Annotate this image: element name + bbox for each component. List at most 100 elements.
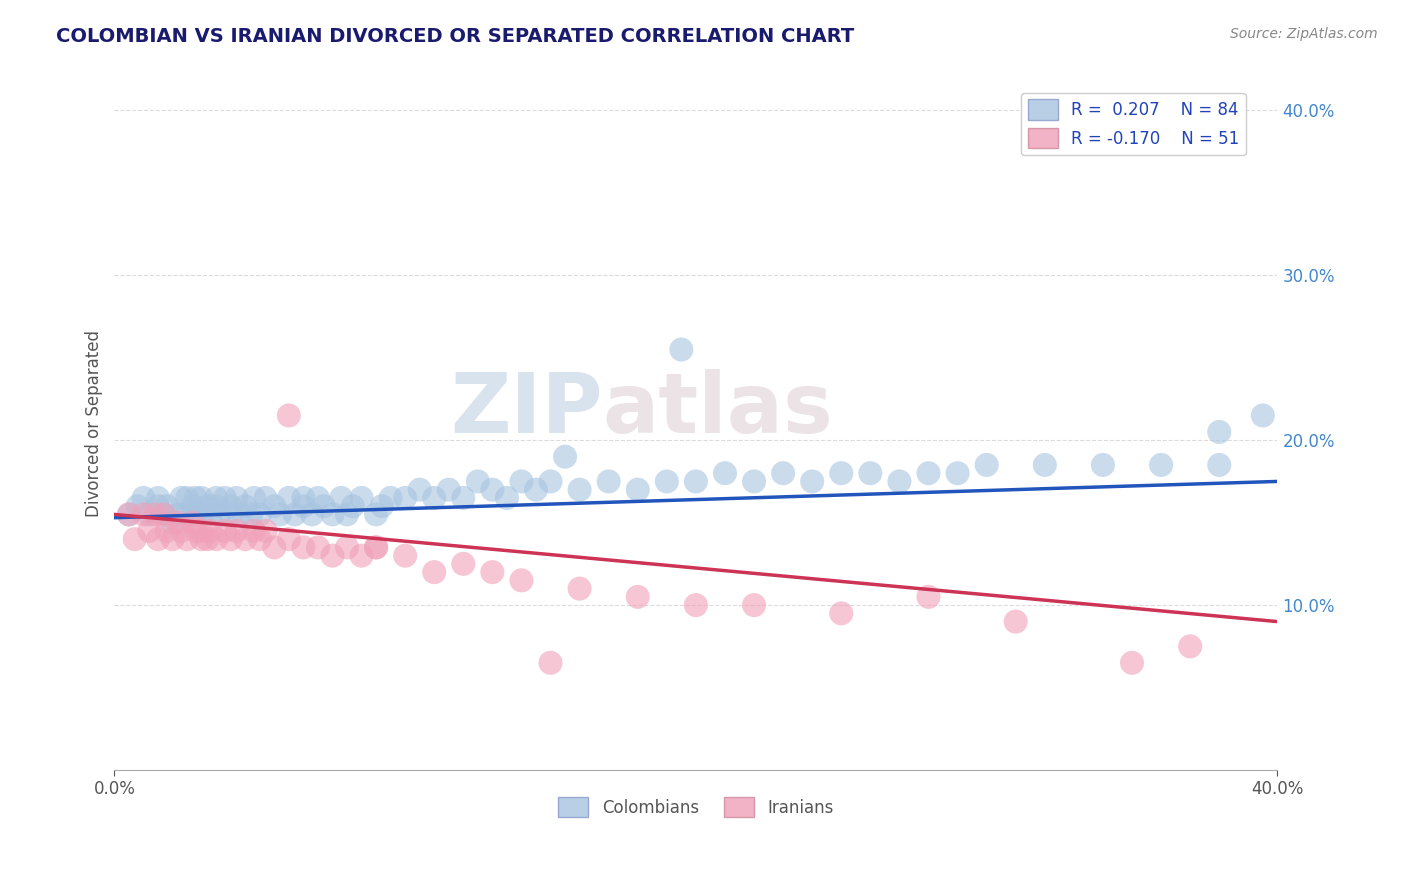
- Point: [243, 491, 266, 505]
- Point: [284, 508, 307, 522]
- Point: [118, 508, 141, 522]
- Point: [330, 491, 353, 505]
- Point: [1251, 409, 1274, 423]
- Point: [138, 524, 160, 538]
- Point: [671, 343, 693, 357]
- Point: [249, 532, 271, 546]
- Point: [772, 466, 794, 480]
- Point: [156, 524, 179, 538]
- Point: [143, 508, 166, 522]
- Point: [181, 499, 204, 513]
- Point: [307, 491, 329, 505]
- Y-axis label: Divorced or Separated: Divorced or Separated: [86, 330, 103, 517]
- Point: [554, 450, 576, 464]
- Point: [830, 607, 852, 621]
- Point: [437, 483, 460, 497]
- Point: [205, 491, 228, 505]
- Point: [467, 475, 489, 489]
- Point: [176, 508, 198, 522]
- Point: [1208, 425, 1230, 439]
- Point: [540, 475, 562, 489]
- Point: [380, 491, 402, 505]
- Point: [181, 516, 204, 530]
- Point: [1121, 656, 1143, 670]
- Text: COLOMBIAN VS IRANIAN DIVORCED OR SEPARATED CORRELATION CHART: COLOMBIAN VS IRANIAN DIVORCED OR SEPARAT…: [56, 27, 855, 45]
- Point: [510, 475, 533, 489]
- Point: [219, 508, 242, 522]
- Point: [1178, 640, 1201, 654]
- Point: [946, 466, 969, 480]
- Point: [917, 590, 939, 604]
- Point: [233, 532, 256, 546]
- Point: [167, 508, 190, 522]
- Point: [170, 524, 193, 538]
- Point: [336, 508, 359, 522]
- Point: [409, 483, 432, 497]
- Point: [208, 508, 231, 522]
- Point: [146, 499, 169, 513]
- Text: ZIP: ZIP: [450, 369, 603, 450]
- Point: [889, 475, 911, 489]
- Point: [214, 524, 236, 538]
- Point: [350, 549, 373, 563]
- Point: [1150, 458, 1173, 472]
- Point: [277, 491, 299, 505]
- Point: [219, 532, 242, 546]
- Point: [364, 541, 387, 555]
- Point: [742, 475, 765, 489]
- Point: [292, 541, 315, 555]
- Point: [496, 491, 519, 505]
- Point: [655, 475, 678, 489]
- Point: [307, 541, 329, 555]
- Point: [568, 582, 591, 596]
- Point: [254, 524, 277, 538]
- Point: [830, 466, 852, 480]
- Point: [162, 516, 184, 530]
- Point: [336, 541, 359, 555]
- Point: [321, 549, 343, 563]
- Point: [859, 466, 882, 480]
- Point: [240, 508, 263, 522]
- Point: [254, 491, 277, 505]
- Text: atlas: atlas: [603, 369, 834, 450]
- Point: [312, 499, 335, 513]
- Point: [132, 491, 155, 505]
- Point: [190, 532, 212, 546]
- Point: [568, 483, 591, 497]
- Point: [127, 499, 149, 513]
- Point: [364, 541, 387, 555]
- Point: [214, 491, 236, 505]
- Point: [263, 541, 285, 555]
- Point: [371, 499, 394, 513]
- Point: [292, 499, 315, 513]
- Point: [184, 508, 207, 522]
- Point: [263, 499, 285, 513]
- Point: [190, 508, 212, 522]
- Point: [153, 508, 176, 522]
- Point: [976, 458, 998, 472]
- Point: [219, 499, 242, 513]
- Point: [453, 557, 475, 571]
- Point: [540, 656, 562, 670]
- Point: [1033, 458, 1056, 472]
- Point: [627, 483, 650, 497]
- Point: [394, 491, 416, 505]
- Point: [146, 491, 169, 505]
- Point: [146, 532, 169, 546]
- Point: [225, 491, 247, 505]
- Point: [156, 499, 179, 513]
- Point: [1208, 458, 1230, 472]
- Point: [1004, 615, 1026, 629]
- Point: [423, 491, 446, 505]
- Point: [510, 574, 533, 588]
- Point: [132, 508, 155, 522]
- Point: [184, 524, 207, 538]
- Point: [277, 409, 299, 423]
- Point: [685, 475, 707, 489]
- Point: [190, 524, 212, 538]
- Point: [167, 516, 190, 530]
- Point: [627, 590, 650, 604]
- Point: [243, 524, 266, 538]
- Point: [301, 508, 323, 522]
- Point: [205, 499, 228, 513]
